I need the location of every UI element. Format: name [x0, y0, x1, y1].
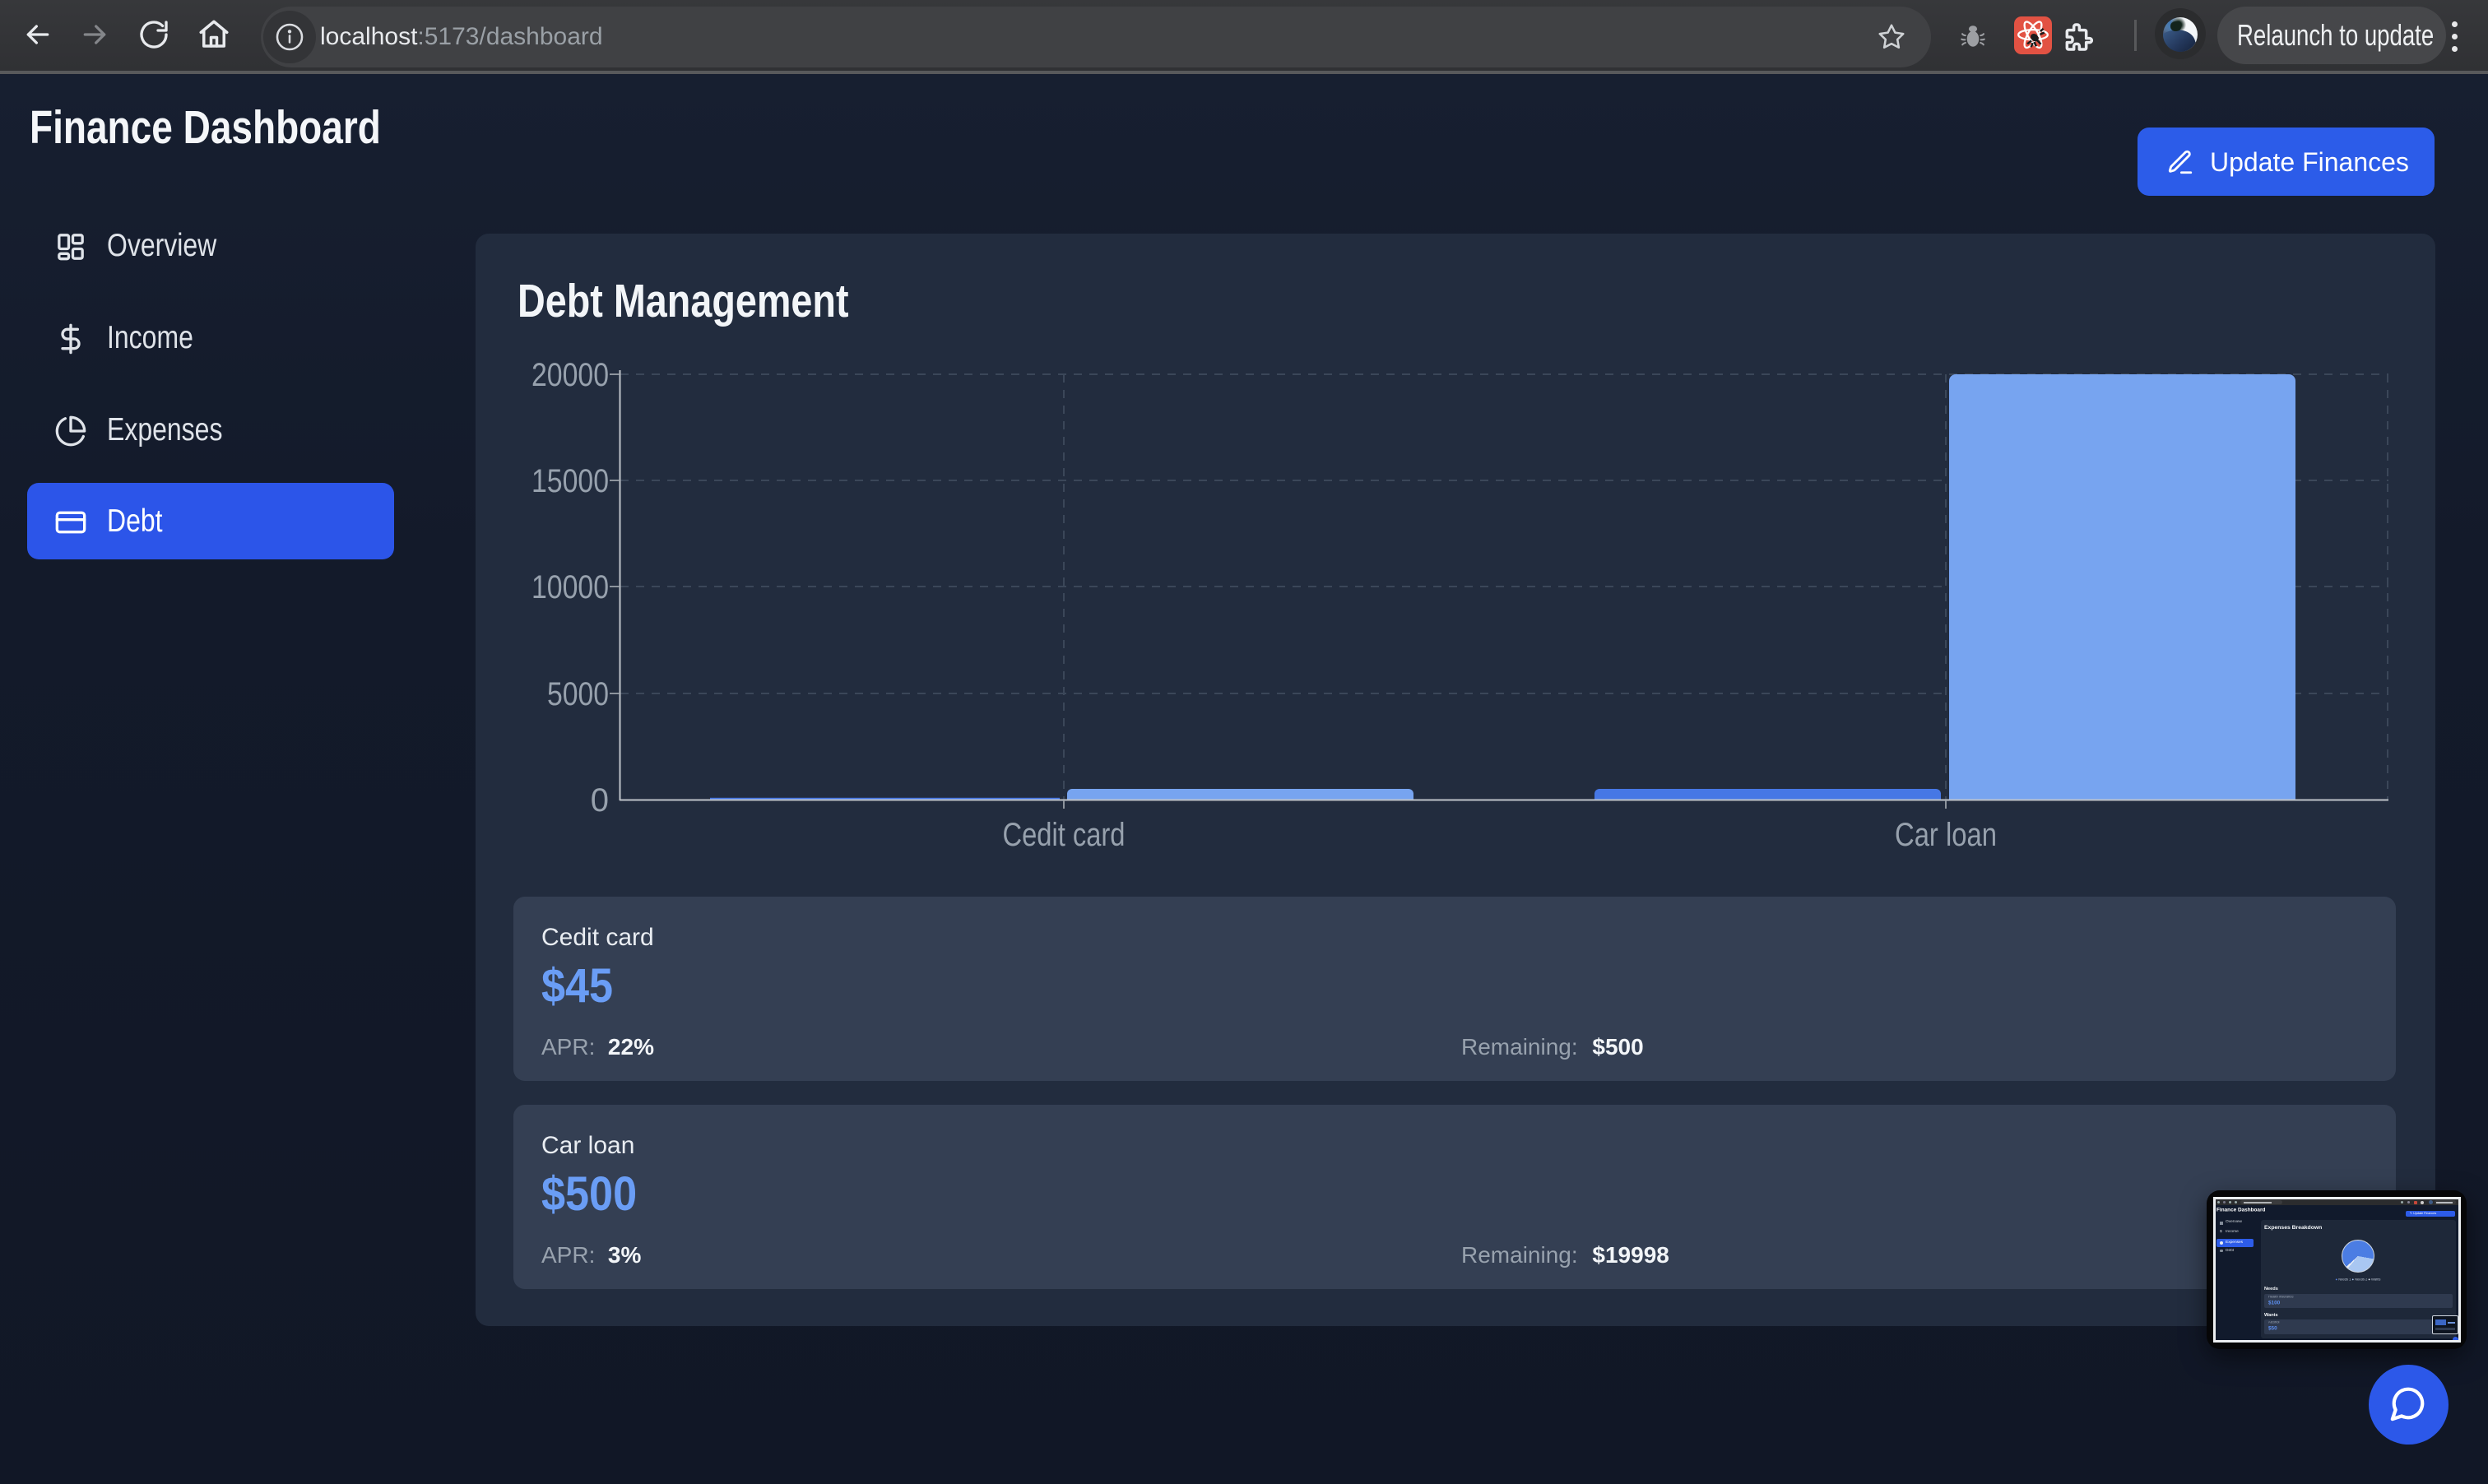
- svg-text:Cedit card: Cedit card: [1003, 817, 1126, 853]
- svg-text:20000: 20000: [531, 357, 609, 393]
- svg-text:0: 0: [591, 782, 609, 819]
- svg-text:15000: 15000: [531, 463, 609, 499]
- svg-text:10000: 10000: [531, 569, 609, 605]
- svg-text:Car loan: Car loan: [1895, 817, 1997, 853]
- svg-text:5000: 5000: [547, 676, 609, 712]
